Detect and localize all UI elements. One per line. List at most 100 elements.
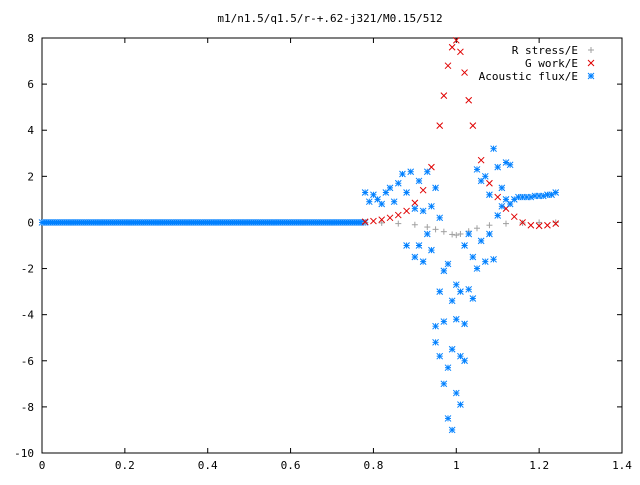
data-point xyxy=(448,345,456,353)
data-point xyxy=(452,389,460,397)
data-point xyxy=(361,189,369,196)
data-point xyxy=(536,219,543,226)
data-point xyxy=(457,288,464,295)
data-point xyxy=(411,199,419,207)
data-point xyxy=(432,184,439,192)
data-point xyxy=(494,193,502,201)
y-tick-label: 0 xyxy=(27,216,34,229)
data-point xyxy=(465,230,473,238)
data-point xyxy=(473,265,481,272)
data-point xyxy=(424,224,431,231)
data-point xyxy=(419,258,427,265)
data-point xyxy=(403,242,410,249)
data-point xyxy=(452,315,460,323)
x-tick-label: 1 xyxy=(453,459,460,472)
y-tick-label: 6 xyxy=(27,78,34,91)
data-point xyxy=(461,242,468,249)
data-point xyxy=(386,184,394,192)
plot-frame xyxy=(41,37,623,454)
data-point xyxy=(452,36,460,44)
data-point xyxy=(411,253,419,261)
data-point xyxy=(503,220,509,227)
data-point xyxy=(365,198,373,206)
data-point xyxy=(361,218,369,226)
data-point xyxy=(453,232,460,239)
data-point xyxy=(465,96,473,104)
y-tick-label: -6 xyxy=(21,355,34,368)
data-point xyxy=(378,200,386,208)
data-point xyxy=(474,225,480,232)
x-tick-label: 0.6 xyxy=(281,459,301,472)
data-point xyxy=(506,161,514,169)
data-point xyxy=(370,217,377,225)
data-point xyxy=(403,189,410,196)
data-point xyxy=(588,47,594,53)
data-point xyxy=(552,220,560,227)
data-point xyxy=(461,357,468,365)
data-point xyxy=(519,219,526,226)
data-point xyxy=(394,179,402,187)
data-point xyxy=(457,401,464,408)
data-point xyxy=(481,258,489,265)
legend-label: R stress/E xyxy=(512,44,578,57)
data-point xyxy=(469,122,477,129)
data-point xyxy=(486,179,493,187)
data-point xyxy=(394,211,402,219)
data-point xyxy=(432,338,439,346)
data-point xyxy=(444,364,452,372)
data-point xyxy=(490,145,497,153)
data-point xyxy=(419,207,427,215)
data-point xyxy=(486,191,493,199)
data-point xyxy=(386,214,394,222)
data-point xyxy=(415,177,423,185)
data-point xyxy=(428,246,435,254)
data-point xyxy=(399,170,406,178)
data-point xyxy=(452,281,460,289)
data-point xyxy=(440,267,448,275)
data-point xyxy=(411,205,419,212)
data-point xyxy=(535,222,543,230)
x-tick-label: 1.4 xyxy=(612,459,632,472)
y-tick-label: 4 xyxy=(27,124,34,137)
data-point xyxy=(469,253,477,261)
data-point xyxy=(432,226,439,233)
data-point xyxy=(436,288,444,295)
data-point xyxy=(440,380,448,388)
y-tick-label: 8 xyxy=(27,32,34,45)
data-point xyxy=(587,59,595,67)
data-point xyxy=(444,62,452,70)
data-point xyxy=(477,156,485,164)
data-point xyxy=(448,426,456,434)
data-point xyxy=(407,168,415,176)
data-point xyxy=(457,48,464,56)
data-point xyxy=(494,163,502,171)
data-point xyxy=(378,216,386,224)
data-point xyxy=(440,318,448,325)
data-point xyxy=(544,221,551,229)
y-tick-label: 2 xyxy=(27,170,34,183)
data-point xyxy=(494,212,502,219)
series-marks xyxy=(38,36,560,434)
data-point xyxy=(527,193,535,201)
data-point xyxy=(457,230,464,237)
y-tick-label: -2 xyxy=(21,263,34,276)
series-2 xyxy=(361,145,560,434)
data-point xyxy=(436,352,444,360)
axis-ticks: 0 0.2 0.4 0.6 0.8 1 1.2 1.4 -10 -8 -6 -4 -2 0 2 4 6 8 xyxy=(14,32,632,472)
data-point xyxy=(448,297,456,305)
y-tick-label: -8 xyxy=(21,401,34,414)
data-point xyxy=(411,221,418,228)
chart-title: m1/n1.5/q1.5/r-+.62-j321/M0.15/512 xyxy=(217,12,442,25)
data-point xyxy=(403,207,410,215)
data-point xyxy=(415,242,423,249)
data-point xyxy=(510,213,518,221)
data-point xyxy=(477,237,485,245)
data-point xyxy=(552,189,560,196)
data-point xyxy=(527,221,535,229)
data-point xyxy=(481,172,489,180)
x-tick-label: 0.2 xyxy=(115,459,135,472)
data-point xyxy=(436,122,444,129)
